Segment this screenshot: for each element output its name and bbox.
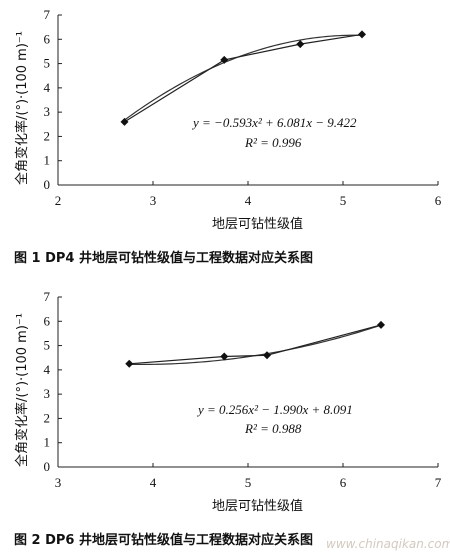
chart-2-data-point	[263, 351, 271, 360]
chart-2-y-axis-title: 全角变化率/(°)·(100 m)⁻¹	[14, 313, 30, 467]
chart-2-caption: 图 2 DP6 井地层可钻性级值与工程数据对应关系图	[14, 532, 313, 548]
chart-2-y-tick-label: 6	[44, 313, 51, 328]
chart-1-x-tick-label: 4	[245, 193, 252, 208]
chart-2-x-ticks: 3 4 5 6 7	[55, 463, 442, 490]
chart-2-y-tick-label: 3	[44, 386, 51, 401]
chart-1-trendline	[124, 34, 363, 121]
chart-1-y-tick-label: 2	[44, 128, 51, 143]
chart-1-y-tick-label: 1	[44, 153, 51, 168]
chart-1-data-point	[296, 40, 305, 49]
chart-2-x-tick-label: 3	[55, 475, 62, 490]
chart-1-x-ticks: 2 3 4 5 6	[55, 181, 442, 208]
chart-2-data-line-group	[129, 324, 382, 365]
chart-2-r2: R² = 0.988	[244, 421, 302, 436]
chart-2-data-point	[377, 320, 385, 329]
chart-2-x-tick-label: 4	[150, 475, 157, 490]
chart-1-data-point	[220, 55, 229, 64]
chart-1-trendline-group	[124, 34, 363, 121]
chart-1-data-point	[120, 117, 129, 126]
chart-2-x-tick-label: 5	[245, 475, 252, 490]
chart-1-x-tick-label: 5	[340, 193, 347, 208]
chart-2-points	[125, 320, 385, 368]
chart-2-data-line	[129, 324, 382, 365]
chart-1-y-tick-label: 3	[44, 104, 51, 119]
chart-2-data-point	[125, 359, 134, 368]
chart-2-data-point	[220, 352, 229, 361]
chart-1-x-axis-title: 地层可钻性级值	[212, 216, 303, 232]
chart-2-x-tick-label: 7	[435, 475, 442, 490]
chart-1-y-tick-label: 4	[44, 80, 51, 95]
chart-1: 0 1 2 3 4 5 6 7 2 3 4 5 6 全角变化率/(°)·(100 m)⁻¹ 地层可钻性…	[14, 7, 442, 266]
chart-2-trendline-group	[129, 324, 382, 366]
watermark: www.chinaqikan.com	[326, 537, 450, 551]
chart-2: 0 1 2 3 4 5 6 7 3 4 5 6 7 全角变化率/(°)·(100 m)⁻¹ 地层可钻性…	[14, 289, 442, 548]
chart-2-y-ticks: 0 1 2 3 4 5 6 7	[44, 289, 62, 474]
chart-1-data-point	[358, 30, 366, 39]
chart-2-trendline	[129, 324, 382, 366]
chart-1-y-ticks: 0 1 2 3 4 5 6 7	[44, 7, 62, 192]
chart-2-y-tick-label: 7	[44, 289, 51, 304]
chart-2-y-tick-label: 0	[44, 459, 51, 474]
chart-1-y-tick-label: 7	[44, 7, 51, 22]
chart-1-caption: 图 1 DP4 井地层可钻性级值与工程数据对应关系图	[14, 250, 313, 266]
chart-1-equation: y = −0.593x² + 6.081x − 9.422	[191, 115, 357, 130]
chart-1-y-tick-label: 5	[44, 56, 51, 71]
chart-1-x-tick-label: 2	[55, 193, 62, 208]
chart-1-x-tick-label: 3	[150, 193, 157, 208]
chart-1-points	[120, 30, 366, 126]
chart-1-y-tick-label: 0	[44, 177, 51, 192]
chart-2-y-tick-label: 4	[44, 362, 51, 377]
chart-2-equation: y = 0.256x² − 1.990x + 8.091	[196, 402, 353, 417]
chart-1-y-tick-label: 6	[44, 31, 51, 46]
chart-2-y-tick-label: 5	[44, 338, 51, 353]
chart-2-y-tick-label: 1	[44, 435, 51, 450]
chart-2-x-tick-label: 6	[340, 475, 347, 490]
chart-2-y-tick-label: 2	[44, 410, 51, 425]
chart-1-data-line-group	[124, 33, 363, 123]
chart-1-r2: R² = 0.996	[244, 135, 302, 150]
chart-1-data-line	[124, 33, 363, 123]
chart-2-x-axis-title: 地层可钻性级值	[212, 498, 303, 514]
chart-1-x-tick-label: 6	[435, 193, 442, 208]
chart-1-y-axis-title: 全角变化率/(°)·(100 m)⁻¹	[14, 31, 30, 185]
